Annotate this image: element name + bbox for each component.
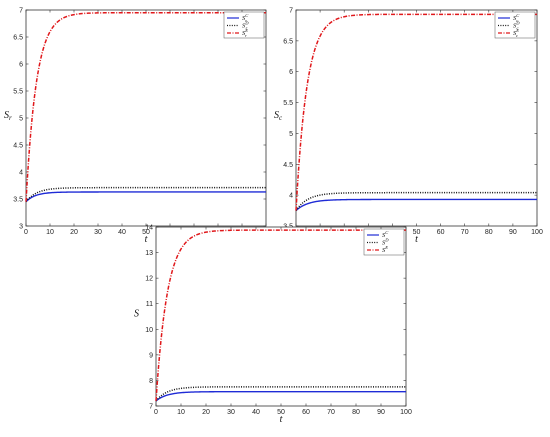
x-tick-label: 30: [94, 229, 102, 236]
x-tick-label: 20: [202, 409, 210, 416]
x-tick-label: 100: [531, 229, 543, 236]
series-line-2: [25, 186, 266, 203]
legend-entry: SC: [382, 230, 389, 239]
x-tick-label: 60: [437, 229, 445, 236]
y-tick-label: 7: [289, 8, 293, 15]
legend-box: [223, 11, 265, 39]
series-line-1: [155, 390, 406, 402]
plot-area: [25, 9, 267, 227]
x-tick-label: 90: [509, 229, 517, 236]
x-tick-label: 20: [70, 229, 78, 236]
y-tick-label: 7: [149, 404, 153, 411]
x-axis-label: t: [415, 234, 418, 245]
legend-entry: SE r: [242, 28, 248, 38]
x-tick-label: 0: [24, 229, 28, 236]
series-line-2: [295, 191, 537, 212]
legend: SC rSD rSE r: [223, 11, 265, 39]
x-axis-label: t: [280, 414, 283, 425]
legend: SC cSD cSE c: [494, 11, 536, 39]
x-tick-label: 0: [154, 409, 158, 416]
chart-panel-2: 01020304050607080901003.544.555.566.57tS…: [274, 8, 543, 246]
x-tick-label: 50: [413, 229, 421, 236]
x-tick-label: 10: [46, 229, 54, 236]
x-tick-label: 40: [252, 409, 260, 416]
y-tick-label: 4: [289, 193, 293, 200]
x-tick-label: 80: [485, 229, 493, 236]
legend-entry: SC c: [513, 13, 520, 23]
legend-entry: SD c: [513, 21, 520, 31]
x-tick-label: 100: [400, 409, 412, 416]
legend-entry: SE: [382, 245, 388, 254]
y-tick-label: 10: [145, 327, 153, 334]
y-tick-label: 12: [145, 276, 153, 283]
legend-entry: SD r: [242, 21, 249, 31]
x-tick-label: 10: [177, 409, 185, 416]
series-line-2: [155, 386, 406, 402]
y-tick-label: 3: [19, 224, 23, 231]
y-axis-label: Sr: [4, 110, 12, 122]
x-tick-label: 40: [118, 229, 126, 236]
y-tick-label: 14: [145, 225, 153, 232]
series-line-1: [25, 191, 266, 203]
plot-area: [155, 226, 407, 407]
y-tick-label: 3.5: [13, 197, 23, 204]
chart-panel-1: 010203040506070809010033.544.555.566.57t…: [4, 8, 272, 246]
y-tick-label: 9: [149, 352, 153, 359]
legend-entry: SE c: [513, 28, 519, 38]
series-line-1: [295, 198, 537, 212]
y-tick-label: 4.5: [13, 143, 23, 150]
y-tick-label: 4: [19, 170, 23, 177]
y-tick-label: 5: [19, 116, 23, 123]
x-tick-label: 50: [142, 229, 150, 236]
y-tick-label: 6: [289, 69, 293, 76]
x-tick-label: 70: [327, 409, 335, 416]
y-tick-label: 4.5: [283, 162, 293, 169]
y-tick-label: 7: [19, 8, 23, 15]
x-tick-label: 60: [302, 409, 310, 416]
y-axis-label: Sc: [274, 110, 283, 122]
y-tick-label: 5: [289, 131, 293, 138]
y-tick-label: 11: [146, 301, 153, 308]
legend-entry: SD: [382, 238, 389, 247]
x-tick-label: 50: [277, 409, 285, 416]
x-tick-label: 70: [461, 229, 469, 236]
legend-box: [363, 228, 405, 256]
y-tick-label: 5.5: [13, 89, 23, 96]
plot-area: [295, 9, 538, 227]
y-tick-label: 6: [19, 62, 23, 69]
y-tick-label: 13: [145, 250, 153, 257]
y-axis-label: S: [134, 309, 139, 320]
legend-entry: SC r: [242, 13, 249, 23]
x-tick-label: 30: [227, 409, 235, 416]
y-tick-label: 5.5: [283, 100, 293, 107]
chart-panel-3: 0 10 20 30 40 50 60 70 80 90 1007891011121314tSSCS…: [134, 225, 412, 426]
y-tick-label: 6.5: [283, 38, 293, 45]
y-tick-label: 8: [149, 378, 153, 385]
x-tick-label: 80: [352, 409, 360, 416]
legend-box: [494, 11, 536, 39]
y-tick-label: 6.5: [13, 35, 23, 42]
x-tick-label: 90: [377, 409, 385, 416]
x-axis-label: t: [145, 234, 148, 245]
